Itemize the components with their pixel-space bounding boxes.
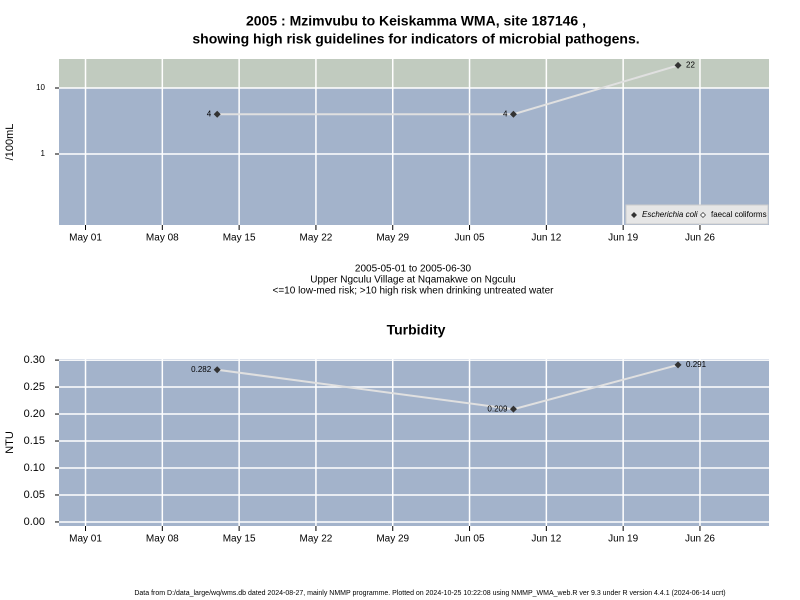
x-tick-label: May 22 <box>300 233 333 244</box>
note: <=10 low-med risk; >10 high risk when dr… <box>273 286 555 297</box>
y-axis-label: NTU <box>4 431 16 454</box>
y-tick-label: 0.25 <box>24 381 45 393</box>
data-label: 0.291 <box>686 360 707 369</box>
x-tick-label: May 15 <box>223 534 256 545</box>
note: 2005-05-01 to 2005-06-30 <box>355 264 472 275</box>
x-tick-label: Jun 12 <box>531 534 561 545</box>
plot-background <box>59 359 769 526</box>
x-tick-label: May 08 <box>146 534 179 545</box>
x-tick-label: Jun 26 <box>685 233 715 244</box>
x-tick-label: May 08 <box>146 233 179 244</box>
y-tick-label: 0.15 <box>24 435 45 447</box>
x-tick-label: Jun 19 <box>608 233 638 244</box>
data-point <box>509 110 517 118</box>
x-tick-label: Jun 05 <box>455 233 485 244</box>
x-tick-label: May 01 <box>69 534 102 545</box>
x-tick-label: May 29 <box>376 534 409 545</box>
data-label: 22 <box>686 61 695 70</box>
y-tick-label: 0.10 <box>24 462 45 474</box>
y-axis-label: /100mL <box>4 124 16 161</box>
x-tick-label: May 01 <box>69 233 102 244</box>
legend-label: Escherichia coli <box>642 210 698 219</box>
x-tick-label: Jun 26 <box>685 534 715 545</box>
data-label: 0.209 <box>487 404 508 413</box>
y-tick-label: 1 <box>41 149 46 158</box>
y-tick-label: 0.30 <box>24 354 45 366</box>
x-tick-label: Jun 05 <box>455 534 485 545</box>
data-label: 0.282 <box>191 365 212 374</box>
chart-title: Turbidity <box>387 322 446 338</box>
high-risk-zone <box>59 59 769 88</box>
y-tick-label: 0.20 <box>24 408 45 420</box>
y-tick-label: 10 <box>36 83 45 92</box>
x-tick-label: May 15 <box>223 233 256 244</box>
legend-marker <box>631 212 637 218</box>
x-tick-label: May 22 <box>300 534 333 545</box>
data-point <box>213 110 221 118</box>
footer: Data from D:/data_large/wq/wms.db dated … <box>134 590 725 597</box>
x-tick-label: May 29 <box>376 233 409 244</box>
data-point <box>213 366 221 374</box>
chart-title: 2005 : Mzimvubu to Keiskamma WMA, site 1… <box>246 13 586 29</box>
data-point <box>674 61 682 69</box>
data-point <box>509 405 517 413</box>
x-tick-label: Jun 12 <box>531 233 561 244</box>
legend-box <box>625 204 769 225</box>
x-tick-label: Jun 19 <box>608 534 638 545</box>
legend-marker <box>700 212 706 218</box>
y-tick-label: 0.05 <box>24 489 45 501</box>
data-label: 4 <box>207 109 212 118</box>
note: Upper Ngculu Village at Nqamakwe on Ngcu… <box>310 275 515 286</box>
legend-label: faecal coliforms <box>711 210 767 219</box>
chart-title: showing high risk guidelines for indicat… <box>192 31 639 47</box>
y-tick-label: 0.00 <box>24 516 45 528</box>
data-point <box>674 361 682 369</box>
data-label: 4 <box>503 109 508 118</box>
